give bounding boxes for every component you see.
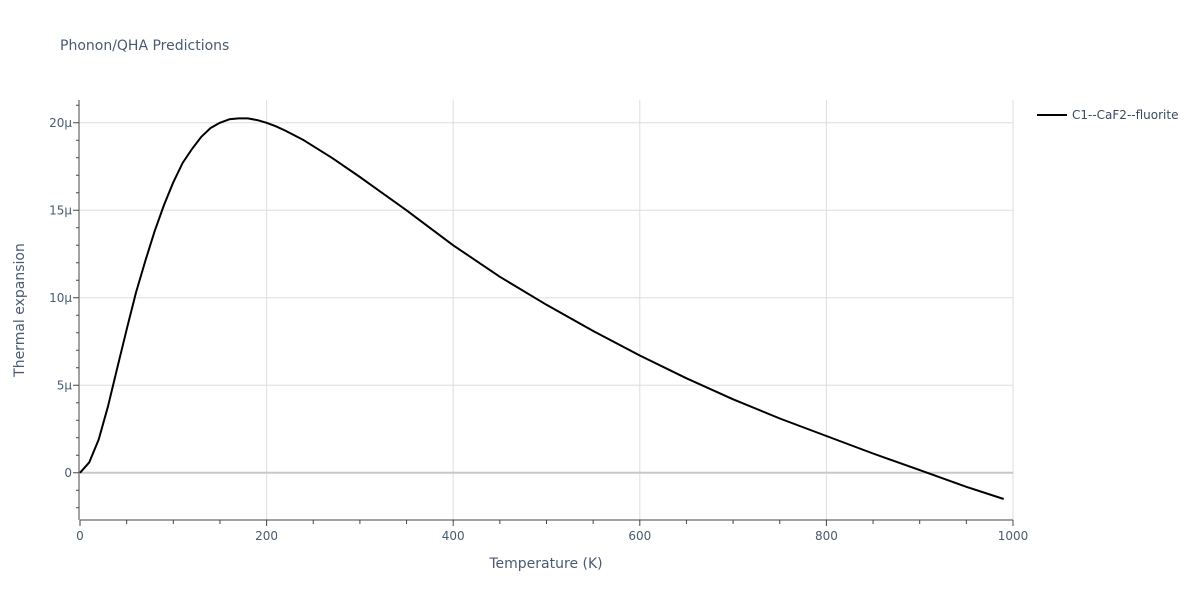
x-tick-label: 800 <box>815 529 838 543</box>
x-axis-title: Temperature (K) <box>488 556 602 572</box>
y-tick-label: 0 <box>64 466 72 480</box>
chart-title: Phonon/QHA Predictions <box>60 38 229 54</box>
x-tick-label: 600 <box>628 529 651 543</box>
y-tick-label: 15μ <box>49 203 72 217</box>
y-axis-title: Thermal expansion <box>12 243 28 378</box>
x-tick-label: 0 <box>76 529 84 543</box>
y-tick-label: 5μ <box>57 378 73 392</box>
y-axis: 0 5μ 10μ 15μ 20μ <box>49 100 80 520</box>
legend-label: C1--CaF2--fluorite <box>1072 108 1178 122</box>
legend[interactable]: C1--CaF2--fluorite <box>1037 108 1178 122</box>
x-tick-label: 400 <box>442 529 465 543</box>
x-axis: 0 200 400 600 800 1000 <box>76 519 1029 543</box>
grid-lines <box>80 100 1014 520</box>
series-line-0 <box>79 117 1005 500</box>
series-layer <box>79 117 1005 500</box>
x-tick-label: 200 <box>255 529 278 543</box>
y-tick-label: 10μ <box>49 291 72 305</box>
x-tick-label: 1000 <box>998 529 1029 543</box>
y-tick-label: 20μ <box>49 116 72 130</box>
